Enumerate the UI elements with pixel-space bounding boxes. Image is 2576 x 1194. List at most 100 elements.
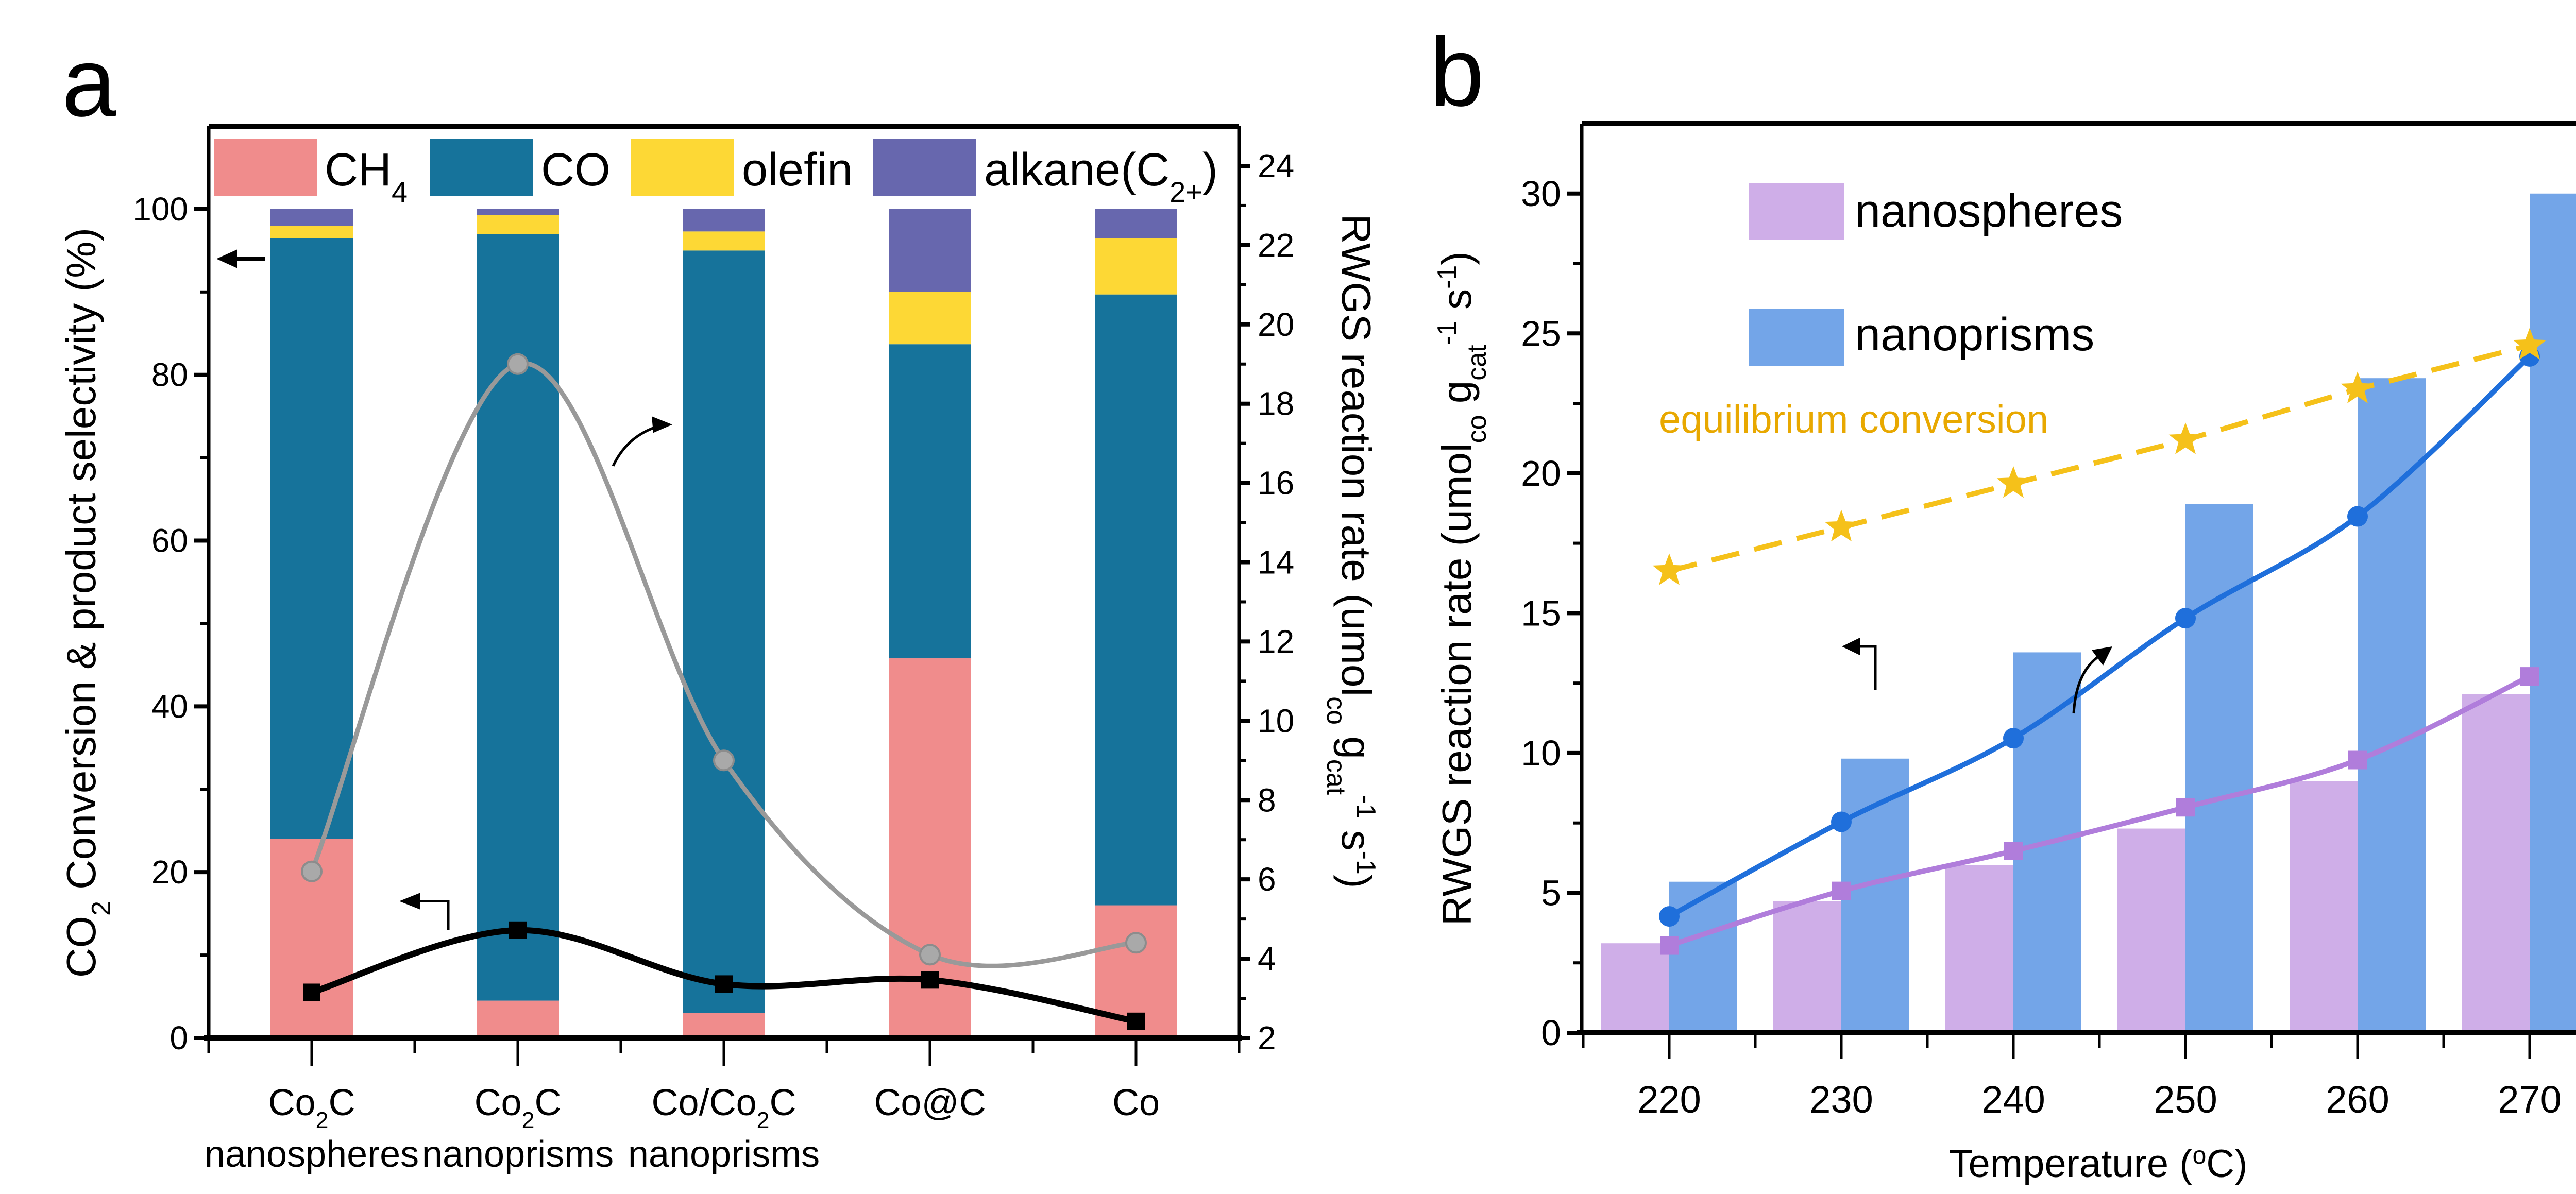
panel-b: b051015202530024681012141618202224220230… [1430, 18, 2576, 1186]
marker-circle [1831, 811, 1852, 832]
y-axis-title: RWGS reaction rate (umolco gcat-1 s-1) [1432, 251, 1492, 926]
bar-segment-olefin [477, 215, 559, 234]
bar-segment-co [477, 234, 559, 1001]
marker-square [2176, 798, 2195, 817]
y-tick-label: 80 [151, 356, 188, 394]
x-tick-label: Co@C [874, 1082, 986, 1123]
y-tick-label: 30 [1521, 174, 1561, 214]
y-tick-label: 20 [1521, 453, 1561, 493]
marker-circle [301, 860, 323, 882]
marker-star [2168, 422, 2202, 454]
legend-swatch-nanospheres [1749, 183, 1844, 240]
marker-circle [713, 749, 735, 772]
bar-nanoprisms [2530, 193, 2576, 1033]
marker-star [2513, 328, 2547, 360]
y-right-tick-label: 22 [1258, 227, 1294, 264]
legend-swatch-ch4 [214, 139, 317, 196]
marker-star [1652, 553, 1686, 585]
annotation-equilibrium-conversion: equilibrium conversion [1659, 398, 2048, 441]
marker-circle [507, 353, 529, 375]
arrowhead-icon [2092, 646, 2112, 666]
legend-swatch-co [430, 139, 533, 196]
bar-segment-alkanec2 [889, 209, 971, 292]
bar-segment-co [270, 238, 353, 839]
bar-nanoprisms [1669, 881, 1737, 1033]
x-tick-label: 260 [2326, 1078, 2389, 1121]
y-tick-label: 40 [151, 688, 188, 725]
legend-label: CH4 [325, 144, 408, 208]
y-right-tick-label: 18 [1258, 385, 1294, 422]
x-tick-label: Co/Co2C [652, 1082, 796, 1133]
marker-circle [1659, 906, 1680, 927]
bar-nanospheres [2290, 781, 2358, 1033]
marker-circle [919, 944, 941, 966]
y-right-tick-label: 10 [1258, 702, 1294, 739]
panel-label: b [1430, 18, 1484, 127]
bar-segment-alkanec2 [1095, 209, 1177, 238]
arrowhead-icon [216, 249, 237, 268]
y-right-tick-label: 6 [1258, 861, 1276, 898]
y-tick-label: 0 [170, 1019, 188, 1056]
line-rwgs-reaction-rate [309, 361, 1137, 968]
bar-segment-alkanec2 [683, 209, 765, 232]
marker-square [509, 921, 527, 939]
y-tick-label: 15 [1521, 593, 1561, 633]
bar-nanospheres [1601, 943, 1669, 1033]
x-axis-title: Temperature (oC) [1949, 1142, 2248, 1186]
arrowhead-icon [399, 893, 420, 910]
marker-circle [2003, 728, 2024, 749]
x-tick-label: Co2C [474, 1082, 562, 1133]
legend-label: nanospheres [1855, 185, 2123, 237]
bar-nanospheres [1773, 901, 1841, 1033]
y-tick-label: 10 [1521, 733, 1561, 773]
legend-label: alkane(C2+) [984, 144, 1218, 208]
y-right-tick-label: 24 [1258, 147, 1294, 184]
marker-square [303, 983, 320, 1001]
marker-circle [1125, 932, 1147, 954]
y-right-tick-label: 20 [1258, 306, 1294, 343]
y-tick-label: 100 [133, 191, 188, 228]
legend-swatch-alkanec2 [873, 139, 976, 196]
marker-square [2520, 667, 2539, 686]
marker-square [2348, 750, 2367, 770]
arrowhead-icon [1842, 638, 1860, 655]
y-tick-label: 5 [1541, 873, 1561, 913]
legend-label: nanoprisms [1855, 309, 2094, 361]
y-right-tick-label: 16 [1258, 465, 1294, 502]
y-right-tick-label: 14 [1258, 544, 1294, 581]
y-right-tick-label: 8 [1258, 781, 1276, 818]
y-right-tick-label: 12 [1258, 623, 1294, 660]
marker-square [2004, 842, 2023, 860]
bar-nanospheres [1945, 865, 2013, 1033]
bar-nanoprisms [1841, 758, 1909, 1033]
x-tick-label: Co [1112, 1082, 1160, 1123]
x-tick-label: 230 [1809, 1078, 1873, 1121]
bar-segment-co [683, 250, 765, 1013]
y-tick-label: 60 [151, 522, 188, 559]
legend-label: olefin [742, 144, 853, 196]
arrow-left-icon [407, 900, 450, 930]
panel-label: a [62, 28, 116, 137]
marker-star [1824, 509, 1858, 542]
marker-star [1996, 466, 2030, 498]
marker-star [2341, 371, 2375, 403]
y-right-tick-label: 2 [1258, 1019, 1276, 1056]
line-nanospheres-conversion [1668, 674, 2531, 948]
marker-circle [2347, 506, 2368, 527]
marker-square [921, 971, 939, 989]
bar-segment-alkanec2 [270, 209, 353, 226]
bar-segment-olefin [683, 231, 765, 251]
bar-nanoprisms [2185, 504, 2253, 1033]
y-axis-title: CO2 Conversion & product selectivity (%) [58, 228, 116, 978]
bar-nanospheres [2117, 828, 2185, 1033]
legend-swatch-nanoprisms [1749, 309, 1844, 366]
line-nanoprisms-conversion [1668, 354, 2532, 919]
marker-square [715, 975, 733, 993]
y-tick-label: 0 [1541, 1013, 1561, 1053]
bar-segment-alkanec2 [477, 209, 559, 215]
bar-nanoprisms [2358, 378, 2426, 1033]
y-tick-label: 25 [1521, 313, 1561, 353]
bar-nanospheres [2462, 694, 2530, 1033]
panel-a: a02040608010024681012141618202224Co2Cnan… [58, 28, 1381, 1175]
